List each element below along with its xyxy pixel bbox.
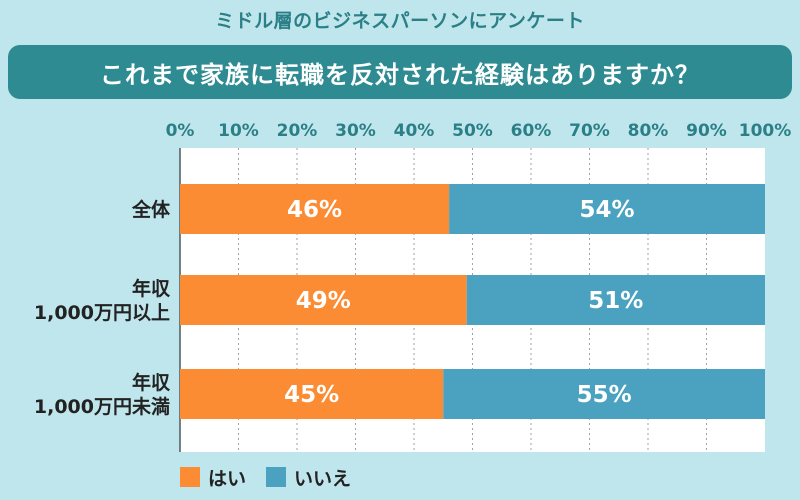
bar-yes bbox=[180, 275, 467, 325]
data-label-yes: 46% bbox=[287, 197, 342, 223]
x-tick-label: 10% bbox=[218, 121, 259, 141]
data-label-yes: 45% bbox=[284, 382, 339, 408]
data-label-yes: 49% bbox=[296, 288, 351, 314]
x-tick-label: 80% bbox=[628, 121, 669, 141]
legend: はい いいえ bbox=[180, 462, 351, 492]
category-label: 年収 bbox=[132, 371, 171, 394]
legend-item-yes: はい bbox=[180, 464, 246, 491]
x-tick-label: 60% bbox=[511, 121, 552, 141]
legend-swatch-yes bbox=[180, 467, 200, 487]
legend-label-no: いいえ bbox=[294, 467, 352, 490]
bar-no bbox=[443, 369, 765, 419]
x-tick-label: 30% bbox=[335, 121, 376, 141]
bar-no bbox=[466, 275, 765, 325]
x-tick-label: 70% bbox=[569, 121, 610, 141]
category-label: 全体 bbox=[131, 198, 171, 221]
x-tick-label: 50% bbox=[452, 121, 493, 141]
question-text: これまで家族に転職を反対された経験はありますか？ bbox=[100, 60, 700, 89]
x-tick-label: 20% bbox=[277, 121, 318, 141]
data-label-no: 51% bbox=[588, 288, 643, 314]
legend-label-yes: はい bbox=[208, 467, 247, 490]
x-tick-label: 40% bbox=[394, 121, 435, 141]
category-label: 1,000万円未満 bbox=[34, 395, 170, 418]
legend-swatch-no bbox=[266, 467, 287, 487]
bar-no bbox=[449, 184, 765, 234]
question-banner: これまで家族に転職を反対された経験はありますか？ bbox=[8, 45, 792, 99]
category-label: 1,000万円以上 bbox=[34, 302, 170, 324]
bar-yes bbox=[180, 369, 444, 419]
x-tick-label: 100% bbox=[739, 121, 792, 141]
survey-label: ミドル層のビジネスパーソンにアンケート bbox=[215, 10, 585, 32]
category-label: 年収 bbox=[132, 277, 171, 300]
bar-yes bbox=[180, 184, 450, 234]
x-tick-label: 90% bbox=[686, 121, 727, 141]
data-label-no: 54% bbox=[580, 197, 635, 223]
x-tick-label: 0% bbox=[166, 121, 195, 141]
legend-item-no: いいえ bbox=[266, 464, 351, 491]
data-label-no: 55% bbox=[577, 382, 632, 408]
